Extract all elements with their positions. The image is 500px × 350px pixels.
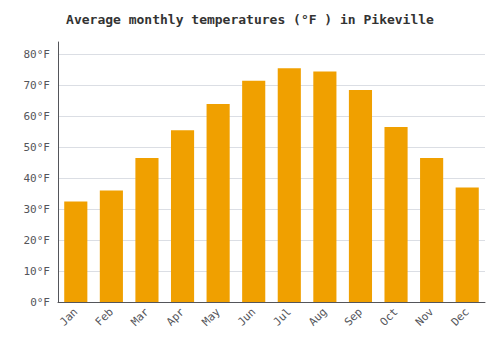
- svg-text:Feb: Feb: [93, 305, 116, 328]
- svg-text:40°F: 40°F: [24, 172, 51, 185]
- svg-text:Jul: Jul: [271, 305, 294, 328]
- svg-text:Sep: Sep: [342, 305, 365, 328]
- svg-text:Oct: Oct: [377, 305, 400, 328]
- svg-text:May: May: [199, 305, 222, 328]
- svg-text:Aug: Aug: [306, 305, 329, 328]
- svg-text:70°F: 70°F: [24, 79, 51, 92]
- svg-text:50°F: 50°F: [24, 141, 51, 154]
- svg-text:10°F: 10°F: [24, 265, 51, 278]
- svg-text:Nov: Nov: [413, 305, 436, 328]
- svg-text:30°F: 30°F: [24, 203, 51, 216]
- svg-text:80°F: 80°F: [24, 48, 51, 61]
- svg-text:Apr: Apr: [164, 305, 187, 328]
- svg-text:Average monthly temperatures (: Average monthly temperatures (°F ) in Pi…: [66, 12, 434, 27]
- svg-text:Jun: Jun: [235, 305, 258, 328]
- svg-text:60°F: 60°F: [24, 110, 51, 123]
- svg-text:Jan: Jan: [57, 305, 80, 328]
- svg-text:Mar: Mar: [128, 305, 151, 328]
- svg-text:20°F: 20°F: [24, 234, 51, 247]
- svg-text:Dec: Dec: [449, 305, 472, 328]
- svg-text:0°F: 0°F: [30, 296, 50, 309]
